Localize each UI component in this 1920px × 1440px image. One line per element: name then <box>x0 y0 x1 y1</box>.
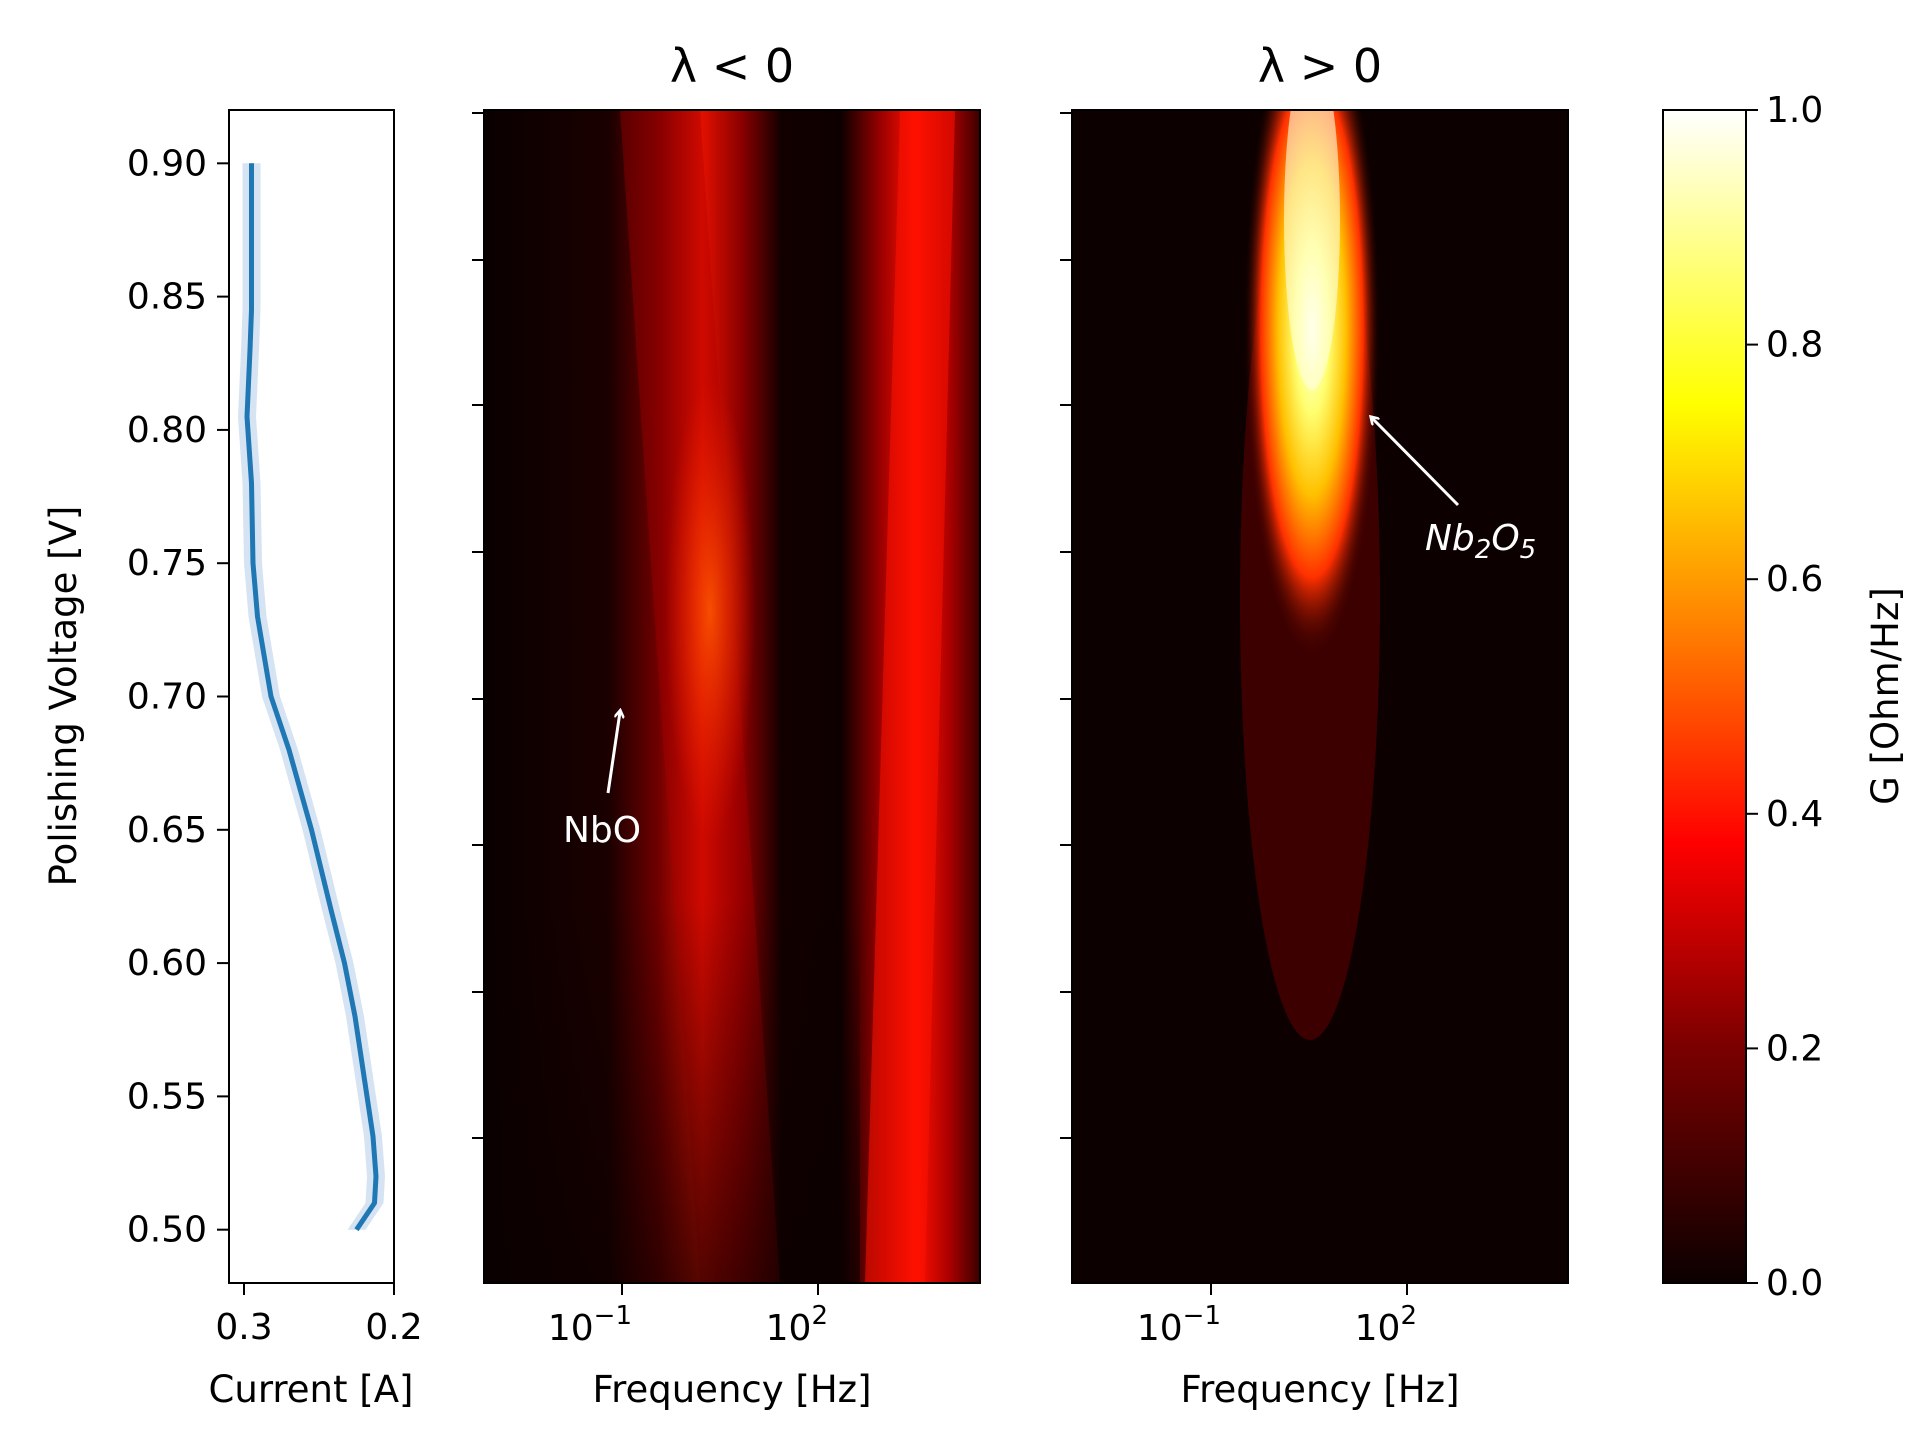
x-tick-10-2: 102 <box>766 1301 828 1349</box>
current-uncertainty-band <box>238 163 385 1230</box>
x-tick-10-neg1: 10−1 <box>548 1301 632 1349</box>
heatmap-lambda-negative <box>484 110 980 1283</box>
y-tick-label: 0.90 <box>127 143 207 184</box>
x-tick-label: 0.2 <box>365 1307 422 1348</box>
colorbar-tick-label: 1.0 <box>1766 90 1823 131</box>
heatmap-negative-x-label: Frequency [Hz] <box>592 1368 871 1411</box>
heatmap-negative-frame <box>483 109 981 1284</box>
heatmap-positive-x-label: Frequency [Hz] <box>1180 1368 1459 1411</box>
voltage-y-label: Polishing Voltage [V] <box>42 506 85 887</box>
nb2o5-core <box>1284 110 1340 390</box>
heatmap-positive-x-ticks: 10−1 102 <box>1137 1283 1417 1349</box>
current-panel: 0.90 0.85 0.80 0.75 0.70 0.65 0.60 0.55 0.50 0.3… <box>42 109 423 1411</box>
x-tick-10-neg1-pos: 10−1 <box>1137 1301 1221 1349</box>
colorbar-gradient <box>1662 109 1747 1284</box>
heatmap-positive-title: λ > 0 <box>1258 39 1382 93</box>
nb2o5-arrow <box>1372 418 1460 507</box>
heatmap-negative-title: λ < 0 <box>670 39 794 93</box>
x-tick-10-2-pos: 102 <box>1355 1301 1417 1349</box>
heatmap-negative-fade <box>484 900 860 1283</box>
colorbar: 1.0 0.8 0.6 0.4 0.2 0.0 G [Ohm/Hz] <box>1662 90 1907 1304</box>
current-x-ticks: 0.3 0.2 <box>215 1283 423 1348</box>
y-tick-label: 0.70 <box>127 677 207 718</box>
current-x-label: Current [A] <box>209 1368 414 1411</box>
y-tick-label: 0.50 <box>127 1210 207 1251</box>
heatmap-lambda-negative-panel: 10−1 102 Frequency [Hz] λ < 0 NbO <box>472 39 981 1411</box>
colorbar-label: G [Ohm/Hz] <box>1864 587 1907 805</box>
colorbar-tick-label: 0.2 <box>1766 1028 1823 1069</box>
heatmap-lambda-positive <box>1072 110 1568 1283</box>
colorbar-tick-label: 0.8 <box>1766 325 1823 366</box>
heatmap-negative-x-ticks: 10−1 102 <box>548 1283 828 1349</box>
y-tick-label: 0.55 <box>127 1076 207 1117</box>
nbo-ridge-highlight <box>665 380 755 840</box>
y-tick-label: 0.60 <box>127 943 207 984</box>
high-freq-ridge <box>865 110 955 1283</box>
nbo-annotation: NbO <box>563 810 641 851</box>
current-y-ticks: 0.90 0.85 0.80 0.75 0.70 0.65 0.60 0.55 0.50 <box>127 143 229 1251</box>
nbo-arrow <box>606 712 620 794</box>
nb2o5-annotation: Nb2O5 <box>1425 518 1536 565</box>
colorbar-tick-label: 0.0 <box>1766 1263 1823 1304</box>
heatmap-lambda-positive-panel: 10−1 102 Frequency [Hz] λ > 0 Nb2O5 <box>1060 39 1569 1411</box>
colorbar-ticks: 1.0 0.8 0.6 0.4 0.2 0.0 <box>1746 90 1823 1304</box>
current-curve <box>244 163 379 1232</box>
y-tick-label: 0.80 <box>127 410 207 451</box>
x-tick-label: 0.3 <box>215 1307 272 1348</box>
colorbar-tick-label: 0.4 <box>1766 794 1823 835</box>
colorbar-tick-label: 0.6 <box>1766 559 1823 600</box>
heatmap-positive-frame <box>1071 109 1569 1284</box>
y-tick-label: 0.85 <box>127 277 207 318</box>
heatmap-negative-y-ticks <box>472 112 484 1139</box>
y-tick-label: 0.65 <box>127 810 207 851</box>
heatmap-positive-y-ticks <box>1060 112 1072 1139</box>
y-tick-label: 0.75 <box>127 543 207 584</box>
